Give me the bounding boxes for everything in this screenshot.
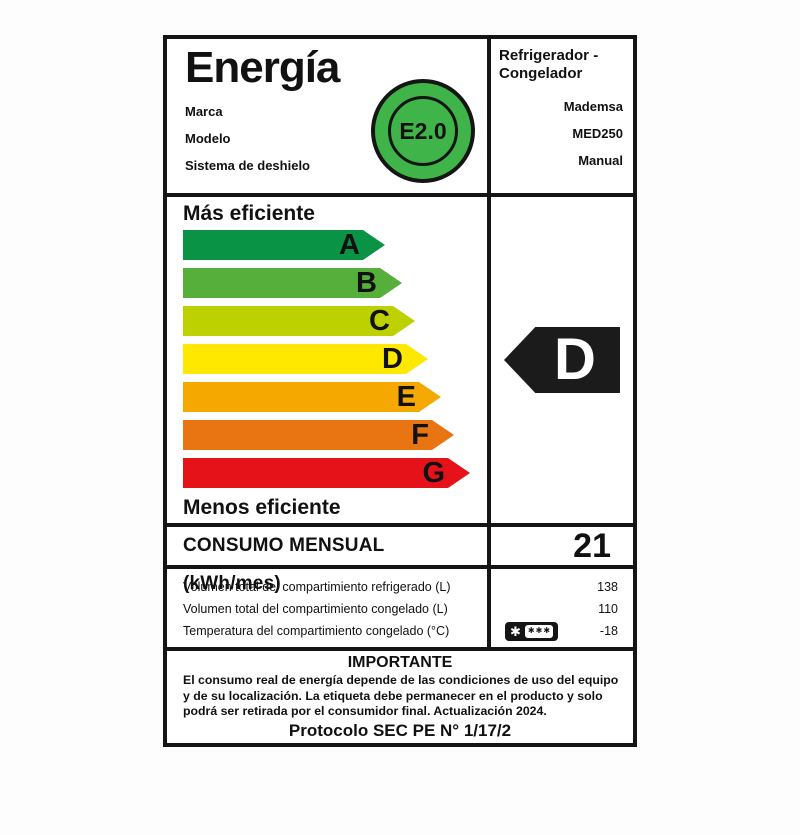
- efficiency-class-D: D: [183, 344, 487, 374]
- consumption-section: CONSUMO MENSUAL (kWh/mes) 21: [167, 523, 633, 594]
- product-values: Mademsa MED250 Manual: [491, 83, 633, 174]
- efficiency-arrow-tip-C: [393, 306, 415, 336]
- header-section: Energía Marca Modelo Sistema de deshielo…: [167, 39, 633, 193]
- rating-cell: D: [487, 197, 633, 523]
- footer-body: El consumo real de energía depende de la…: [183, 673, 619, 718]
- efficiency-class-B: B: [183, 268, 487, 298]
- detail-value-1: 110: [598, 602, 618, 616]
- detail-labels: Volumen total del compartimiento refrige…: [167, 569, 487, 647]
- detail-label-1: Volumen total del compartimiento congela…: [183, 602, 448, 616]
- efficiency-letter-B: B: [356, 267, 377, 299]
- detail-value-row-2: ✱ ✱ ✱ ✱ -18: [491, 620, 633, 642]
- efficiency-arrow-tip-A: [363, 230, 385, 260]
- energy-label: Energía Marca Modelo Sistema de deshielo…: [163, 35, 637, 747]
- detail-label-2: Temperatura del compartimiento congelado…: [183, 624, 450, 638]
- product-defrost: Manual: [578, 153, 623, 168]
- footer-title: IMPORTANTE: [347, 654, 453, 671]
- efficiency-letter-C: C: [369, 305, 390, 337]
- product-brand: Mademsa: [563, 99, 623, 114]
- footer-protocol: Protocolo SEC PE N° 1/17/2: [288, 720, 512, 740]
- e2-seal-text: E2.0: [399, 117, 447, 144]
- efficiency-bar-C: C: [183, 306, 393, 336]
- header-right-cell: Refrigerador - Congelador Mademsa MED250…: [487, 39, 633, 193]
- efficiency-class-G: G: [183, 458, 487, 488]
- detail-label-0: Volumen total del compartimiento refrige…: [183, 580, 451, 594]
- rating-letter: D: [554, 327, 596, 392]
- efficiency-bar-D: D: [183, 344, 406, 374]
- efficiency-class-E: E: [183, 382, 487, 412]
- efficiency-arrow-tip-B: [380, 268, 402, 298]
- efficiency-bar-B: B: [183, 268, 380, 298]
- efficiency-letter-F: F: [411, 419, 429, 451]
- product-type: Refrigerador - Congelador: [499, 47, 599, 82]
- efficiency-letter-D: D: [382, 343, 403, 375]
- efficiency-arrow-tip-G: [448, 458, 470, 488]
- detail-value-row-1: 110: [491, 598, 633, 620]
- consumption-label: CONSUMO MENSUAL (kWh/mes): [183, 535, 385, 594]
- freezer-big-star-icon: ✱: [510, 623, 521, 639]
- footer-section: IMPORTANTE El consumo real de energía de…: [167, 647, 633, 743]
- freezer-small-stars-box: ✱ ✱ ✱: [524, 624, 554, 638]
- product-model: MED250: [572, 126, 623, 141]
- field-modelo: Modelo: [185, 131, 231, 147]
- efficiency-letter-E: E: [396, 381, 416, 413]
- efficiency-bar-G: G: [183, 458, 448, 488]
- efficiency-class-C: C: [183, 306, 487, 336]
- field-deshielo: Sistema de deshielo: [185, 158, 310, 174]
- consumption-value: 21: [487, 527, 633, 565]
- less-efficient-caption: Menos eficiente: [183, 496, 341, 519]
- more-efficient-caption: Más eficiente: [183, 202, 315, 225]
- detail-value-2: -18: [599, 624, 618, 638]
- efficiency-bar-F: F: [183, 420, 432, 450]
- e2-seal-icon: E2.0: [371, 79, 475, 183]
- efficiency-letter-A: A: [339, 229, 360, 261]
- e2-seal-inner-ring: E2.0: [388, 96, 458, 166]
- rating-arrow-icon: D: [504, 327, 620, 393]
- efficiency-bar-A: A: [183, 230, 363, 260]
- header-left-cell: Energía Marca Modelo Sistema de deshielo…: [167, 39, 487, 193]
- efficiency-class-F: F: [183, 420, 487, 450]
- efficiency-class-A: A: [183, 230, 487, 260]
- detail-value-row-0: 138: [491, 576, 633, 598]
- field-marca: Marca: [185, 104, 223, 120]
- detail-values: 138 110 ✱ ✱ ✱ ✱ -18: [487, 569, 633, 647]
- freezer-stars-icon: ✱ ✱ ✱ ✱: [505, 621, 559, 641]
- efficiency-arrow-tip-D: [406, 344, 428, 374]
- efficiency-arrow-tip-E: [419, 382, 441, 412]
- freezer-small-star-icon: ✱: [535, 626, 543, 635]
- page-title: Energía: [185, 43, 340, 92]
- freezer-small-star-icon: ✱: [527, 626, 535, 635]
- efficiency-bar-E: E: [183, 382, 419, 412]
- efficiency-letter-G: G: [422, 457, 445, 489]
- detail-value-0: 138: [597, 580, 618, 594]
- freezer-small-star-icon: ✱: [543, 626, 551, 635]
- details-section: Volumen total del compartimiento refrige…: [167, 565, 633, 647]
- efficiency-arrow-tip-F: [432, 420, 454, 450]
- field-list: Marca Modelo Sistema de deshielo: [167, 91, 487, 179]
